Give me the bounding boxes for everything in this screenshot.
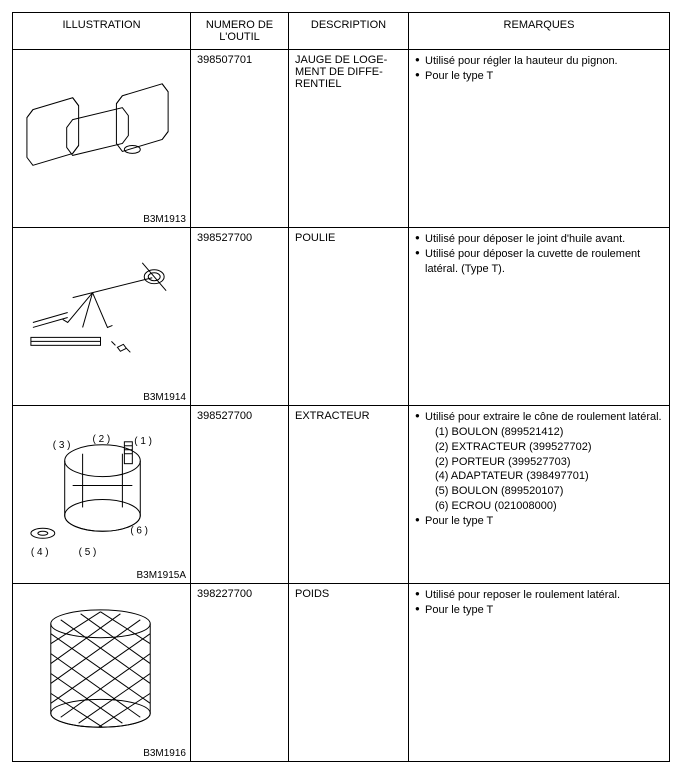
tool-number: 398527700	[191, 228, 289, 406]
remark-item: Utilisé pour reposer le roulement latéra…	[415, 588, 663, 603]
tool-remarks: Utilisé pour régler la hauteur du pignon…	[409, 50, 670, 228]
tool-description: POIDS	[289, 584, 409, 762]
gauge-icon	[13, 50, 190, 227]
tool-number: 398227700	[191, 584, 289, 762]
remark-item: Pour le type T	[415, 514, 663, 529]
puller-icon	[13, 228, 190, 405]
table-row: B3M1913 398507701 JAUGE DE LOGE-MENT DE …	[13, 50, 670, 228]
tool-description: JAUGE DE LOGE-MENT DE DIFFE-RENTIEL	[289, 50, 409, 228]
remark-item: Utilisé pour extraire le cône de rouleme…	[415, 410, 663, 514]
remark-item: Utilisé pour régler la hauteur du pignon…	[415, 54, 663, 69]
header-description: DESCRIPTION	[289, 13, 409, 50]
table-header-row: ILLUSTRATION NUMERO DE L'OUTIL DESCRIPTI…	[13, 13, 670, 50]
illustration-code: B3M1913	[143, 214, 186, 225]
illustration-code: B3M1914	[143, 392, 186, 403]
subline: (6) ECROU (021008000)	[435, 499, 663, 514]
subline: (2) EXTRACTEUR (399527702)	[435, 440, 663, 455]
remark-item: Pour le type T	[415, 603, 663, 618]
table-row: B3M1914 398527700 POULIE Utilisé pour dé…	[13, 228, 670, 406]
remark-text: Utilisé pour extraire le cône de rouleme…	[425, 411, 662, 423]
header-tool-number: NUMERO DE L'OUTIL	[191, 13, 289, 50]
subline: (1) BOULON (899521412)	[435, 425, 663, 440]
tools-table: ILLUSTRATION NUMERO DE L'OUTIL DESCRIPTI…	[12, 12, 670, 762]
illustration-code: B3M1915A	[137, 570, 186, 581]
tool-remarks: Utilisé pour extraire le cône de rouleme…	[409, 406, 670, 584]
remark-sublines: (1) BOULON (899521412) (2) EXTRACTEUR (3…	[425, 425, 663, 514]
remark-item: Utilisé pour déposer la cuvette de roule…	[415, 247, 663, 277]
callout-4: ( 4 )	[31, 547, 49, 558]
header-remarks: REMARQUES	[409, 13, 670, 50]
subline: (2) PORTEUR (399527703)	[435, 455, 663, 470]
tool-description: EXTRACTEUR	[289, 406, 409, 584]
tool-description: POULIE	[289, 228, 409, 406]
illustration-cell: B3M1914	[13, 228, 191, 406]
illustration-cell: B3M1913	[13, 50, 191, 228]
weight-icon	[13, 584, 190, 761]
remark-item: Pour le type T	[415, 69, 663, 84]
callout-2: ( 2 )	[93, 434, 111, 445]
tool-remarks: Utilisé pour reposer le roulement latéra…	[409, 584, 670, 762]
extractor-icon: ( 1 ) ( 2 ) ( 3 ) ( 4 ) ( 5 ) ( 6 )	[13, 406, 190, 583]
tool-number: 398527700	[191, 406, 289, 584]
remark-item: Utilisé pour déposer le joint d'huile av…	[415, 232, 663, 247]
illustration-cell: ( 1 ) ( 2 ) ( 3 ) ( 4 ) ( 5 ) ( 6 ) B3M1…	[13, 406, 191, 584]
header-illustration: ILLUSTRATION	[13, 13, 191, 50]
illustration-code: B3M1916	[143, 748, 186, 759]
tool-remarks: Utilisé pour déposer le joint d'huile av…	[409, 228, 670, 406]
subline: (4) ADAPTATEUR (398497701)	[435, 469, 663, 484]
callout-1: ( 1 )	[134, 436, 152, 447]
illustration-cell: B3M1916	[13, 584, 191, 762]
tool-number: 398507701	[191, 50, 289, 228]
subline: (5) BOULON (899520107)	[435, 484, 663, 499]
table-row: ( 1 ) ( 2 ) ( 3 ) ( 4 ) ( 5 ) ( 6 ) B3M1…	[13, 406, 670, 584]
callout-6: ( 6 )	[130, 525, 148, 536]
table-row: B3M1916 398227700 POIDS Utilisé pour rep…	[13, 584, 670, 762]
callout-3: ( 3 )	[53, 440, 71, 451]
callout-5: ( 5 )	[79, 547, 97, 558]
